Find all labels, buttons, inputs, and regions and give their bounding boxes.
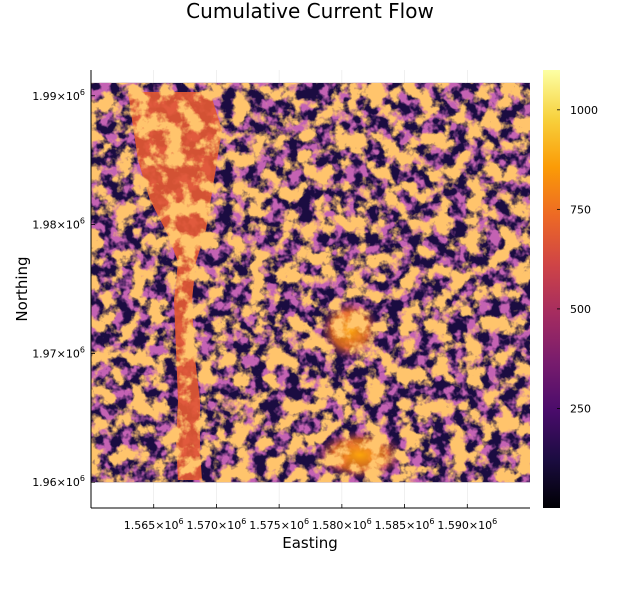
x-tick-label: 1.575×106	[249, 517, 309, 532]
x-tick-label: 1.590×106	[437, 517, 497, 532]
colorbar-tick-label: 750	[570, 203, 591, 216]
y-tick-label: 1.97×106	[32, 345, 85, 360]
colorbar-tick-label: 1000	[570, 104, 598, 117]
x-tick-label: 1.565×106	[124, 517, 184, 532]
chart-title: Cumulative Current Flow	[186, 0, 434, 23]
heatmap-raster	[91, 82, 530, 483]
x-axis-label: Easting	[282, 534, 338, 552]
colorbar: 250 500 750 1000	[543, 70, 598, 508]
x-tick-label: 1.570×106	[187, 517, 247, 532]
raster-rivers	[91, 82, 530, 483]
y-axis-label: Northing	[13, 256, 31, 321]
colorbar-tick-label: 250	[570, 402, 591, 415]
y-tick-label: 1.99×106	[32, 88, 85, 103]
y-tick-labels: 1.96×106 1.97×106 1.98×106 1.99×106	[32, 88, 95, 489]
y-tick-label: 1.98×106	[32, 217, 85, 232]
x-tick-label: 1.585×106	[375, 517, 435, 532]
x-tick-labels: 1.565×106 1.570×106 1.575×106 1.580×106 1.58…	[124, 504, 497, 532]
y-tick-label: 1.96×106	[32, 474, 85, 489]
colorbar-tick-label: 500	[570, 303, 591, 316]
colorbar-gradient	[543, 70, 560, 508]
x-tick-label: 1.580×106	[312, 517, 372, 532]
